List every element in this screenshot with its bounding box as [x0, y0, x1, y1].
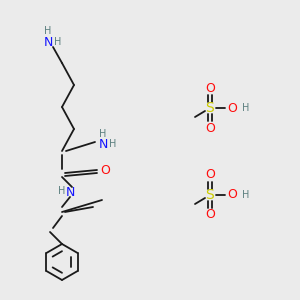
Text: H: H	[99, 129, 107, 139]
Text: O: O	[227, 188, 237, 202]
Text: H: H	[58, 186, 66, 196]
Text: N: N	[65, 185, 75, 199]
Text: H: H	[109, 139, 117, 149]
Text: O: O	[205, 122, 215, 134]
Text: S: S	[206, 101, 214, 115]
Text: O: O	[205, 82, 215, 94]
Text: O: O	[227, 101, 237, 115]
Text: H: H	[242, 103, 250, 113]
Text: O: O	[100, 164, 110, 178]
Text: H: H	[44, 26, 52, 36]
Text: O: O	[205, 208, 215, 221]
Text: O: O	[205, 169, 215, 182]
Text: S: S	[206, 188, 214, 202]
Text: N: N	[43, 35, 53, 49]
Text: N: N	[98, 137, 108, 151]
Text: H: H	[54, 37, 62, 47]
Text: H: H	[242, 190, 250, 200]
